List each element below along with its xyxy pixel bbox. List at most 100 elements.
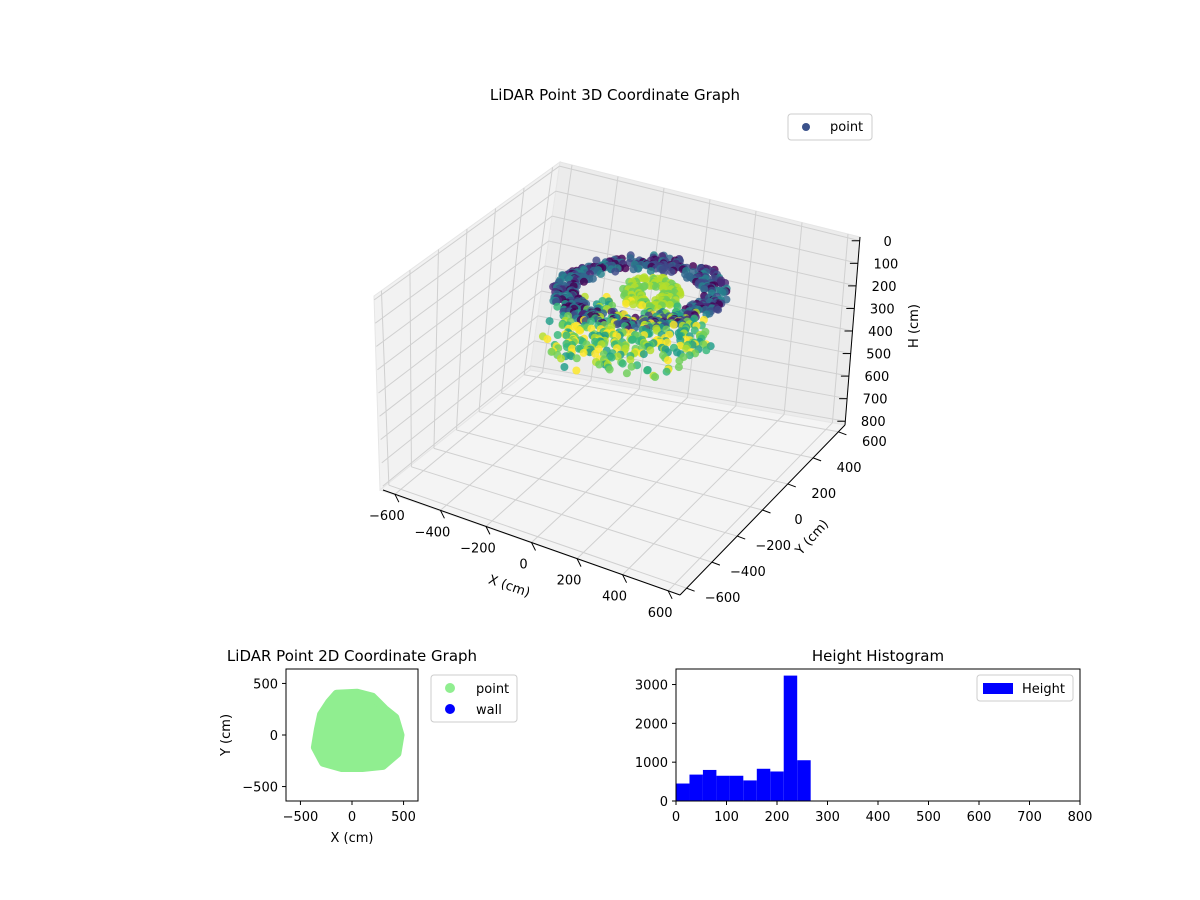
plot3d-point [607, 353, 616, 362]
histogram-xtick-label: 100 [714, 810, 739, 825]
plot3d-xtick-mark [576, 558, 582, 567]
plot3d-ztick-label: 700 [863, 393, 888, 408]
plot3d-xtick-mark [485, 526, 491, 535]
plot3d-xtick-label: −200 [460, 541, 496, 556]
histogram-ytick-label: 2000 [635, 717, 668, 732]
plot3d-ticks: −600−400−2000200400600−600−400−200020040… [369, 235, 898, 621]
plot2d-xtick-label: 0 [348, 810, 356, 825]
histogram-xtick-label: 600 [967, 810, 992, 825]
plot3d-xtick-mark [622, 574, 628, 583]
histogram-ticks: 0 100 200 300 400 500 600 700 800 0 1000 2000 3000 [635, 679, 1093, 825]
plot3d-ytick-mark [812, 457, 822, 462]
plot3d-zgrid-back [552, 215, 857, 287]
plot3d-point [553, 331, 562, 339]
histogram-bar [756, 768, 771, 801]
plot3d-point [652, 282, 660, 291]
plot2d-title: LiDAR Point 2D Coordinate Graph [227, 647, 477, 665]
plot3d-point [572, 354, 581, 363]
plot3d-point [629, 300, 638, 309]
plot3d-ytick-label: 200 [811, 487, 836, 502]
plot2d-xtick-label: 500 [391, 810, 416, 825]
plot3d-xtick-label: 600 [648, 606, 673, 621]
plot3d-point [560, 363, 569, 371]
plot3d-point [579, 348, 588, 357]
plot3d-point [669, 320, 678, 329]
plot3d-zgrid-back [530, 365, 846, 422]
histogram-legend-label: Height [1022, 682, 1065, 697]
plot3d-zlabel: H (cm) [907, 304, 922, 348]
plot3d-point [676, 341, 685, 350]
plot3d-ytick-mark [762, 509, 771, 514]
plot3d-ytick-mark [737, 535, 746, 540]
plot3d-point [618, 359, 627, 368]
plot2d-legend-wall-label: wall [476, 703, 502, 718]
plot3d-ztick-label: 200 [872, 280, 897, 295]
plot3d-ygrid-floor [411, 466, 713, 563]
plot3d-ytick-label: 0 [794, 513, 802, 528]
plot3d-ytick-mark [711, 561, 721, 566]
plot3d-ztick-label: 100 [873, 257, 898, 272]
plot3d-ztick-label: 600 [864, 370, 889, 385]
plot2d-legend-wall-marker [445, 704, 455, 714]
plot3d-zgrid-left [376, 215, 553, 347]
plot3d-ytick-label: 600 [862, 435, 887, 450]
plot3d-point [611, 267, 620, 276]
histogram-xtick-label: 500 [916, 810, 941, 825]
plot3d-xtick-label: −600 [369, 509, 405, 524]
plot3d-zgrid-left [380, 315, 539, 440]
plot3d-xtick-mark [439, 510, 445, 519]
plot3d-point [646, 346, 655, 355]
histogram-bar [716, 775, 730, 801]
plot2d-ytick-label: 0 [270, 729, 278, 744]
plot3d-point [675, 356, 684, 365]
plot3d-zgrid-left [379, 290, 542, 417]
plot3d-point [553, 302, 562, 311]
plot3d-ygrid-floor [388, 484, 687, 589]
plot3d-ytick-mark [787, 483, 796, 488]
plot3d-zgrid-left [381, 340, 535, 464]
plot3d-ytick-label: 400 [837, 461, 862, 476]
plot3d-xtick-mark [667, 590, 673, 600]
plot3d-point [596, 269, 605, 278]
plot3d-point [662, 367, 671, 376]
plot3d-point [545, 317, 554, 326]
plot3d-legend-label: point [830, 120, 863, 135]
plot3d-xlabel: X (cm) [486, 573, 532, 601]
plot3d-point [663, 356, 672, 365]
plot3d-xtick-label: 200 [557, 574, 582, 589]
plot3d-ytick-mark [686, 587, 695, 592]
plot2d-legend-point-label: point [476, 682, 509, 697]
plot3d-point [683, 273, 691, 282]
plot3d-ytick-mark [838, 431, 847, 436]
plot3d-point [622, 299, 631, 308]
plot3d-zgrid-back [559, 165, 860, 242]
plot3d-zgrid-back [555, 190, 859, 264]
plot3d-legend-box [787, 113, 873, 141]
plot2d-xlabel: X (cm) [331, 831, 374, 846]
plot3d-xtick-label: −400 [415, 525, 451, 540]
histogram-xtick-label: 200 [765, 810, 790, 825]
plot3d-point [627, 362, 636, 371]
plot3d-point [714, 305, 723, 314]
plot3d-zgrid-left [373, 165, 560, 301]
histogram-ytick-label: 3000 [635, 679, 668, 694]
plot3d-point [700, 285, 709, 294]
histogram-xtick-label: 800 [1068, 810, 1093, 825]
plot3d-ygrid-floor [478, 411, 788, 485]
plot3d-title: LiDAR Point 3D Coordinate Graph [490, 86, 740, 104]
plot3d-point [587, 317, 596, 326]
plot2d-legend-point-marker [445, 683, 455, 693]
plot3d-ygrid-floor [524, 374, 839, 433]
histogram-ytick-label: 1000 [635, 756, 668, 771]
histogram-legend: Height [976, 674, 1074, 702]
histogram-xtick-label: 300 [815, 810, 840, 825]
plot3d-point [717, 279, 726, 288]
plot2d-ytick-label: 500 [253, 677, 278, 692]
plot3d-legend: point [787, 113, 873, 141]
plot3d-ytick-label: −600 [705, 591, 741, 606]
plot3d-point [639, 350, 648, 359]
plot3d-point [689, 262, 698, 271]
plot3d-point [579, 277, 588, 286]
histogram-bar [729, 775, 744, 801]
